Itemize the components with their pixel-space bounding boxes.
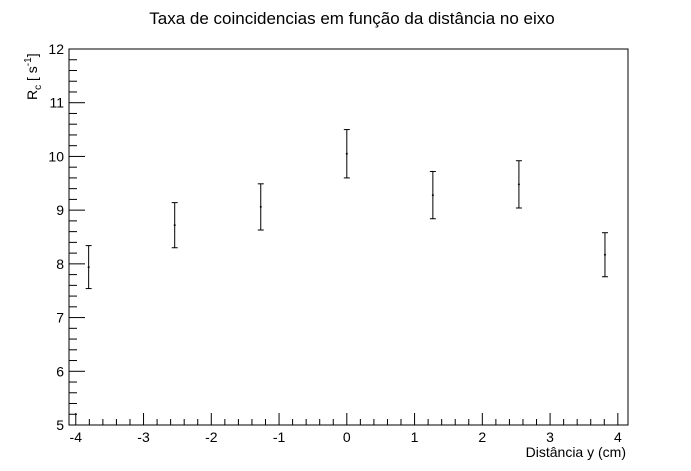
point-marker [173,224,176,227]
y-label-sub: c [33,85,44,90]
point-marker [87,266,90,269]
x-tick-label: 1 [411,429,419,445]
y-tick-label: 7 [56,310,64,326]
x-tick-label: 4 [614,429,622,445]
data-point [343,129,350,179]
data-point [601,232,608,278]
y-tick-label: 6 [56,363,64,379]
point-marker [603,253,606,256]
y-tick-label: 10 [48,148,64,164]
point-marker [259,205,262,208]
y-tick-label: 5 [56,417,64,433]
x-tick-label: -3 [137,429,150,445]
data-point [257,183,264,231]
data-point [171,202,178,249]
point-marker [345,152,348,155]
x-tick-label: 0 [343,429,351,445]
x-axis-label: Distância y (cm) [526,444,626,460]
x-axis-ticks: -4 -3 -2 -1 0 1 2 3 4 [70,413,622,445]
y-tick-label: 8 [56,256,64,272]
y-label-unit-suffix: ] [24,53,40,57]
y-axis-label: Rc [ s-1] [23,53,44,100]
x-tick-label: -2 [205,429,218,445]
y-axis-ticks: 5 6 7 8 9 10 11 12 [48,41,85,433]
x-tick-label: 2 [478,429,486,445]
point-marker [431,194,434,197]
y-tick-label: 11 [49,95,64,111]
data-point [85,245,92,290]
data-point [429,170,436,220]
y-label-unit-prefix: [ s [24,66,40,85]
plot-frame [68,48,629,426]
y-label-sup: -1 [23,57,34,66]
point-marker [517,183,520,186]
x-tick-label: -1 [273,429,286,445]
chart-title: Taxa de coincidencias em função da distâ… [149,9,554,28]
y-tick-label: 9 [56,202,64,218]
data-points [85,129,608,290]
y-label-base: R [24,90,40,100]
x-tick-label: -4 [70,429,83,445]
y-tick-label: 12 [48,41,64,57]
data-point [515,160,522,209]
axes [68,48,629,426]
x-tick-label: 3 [546,429,554,445]
